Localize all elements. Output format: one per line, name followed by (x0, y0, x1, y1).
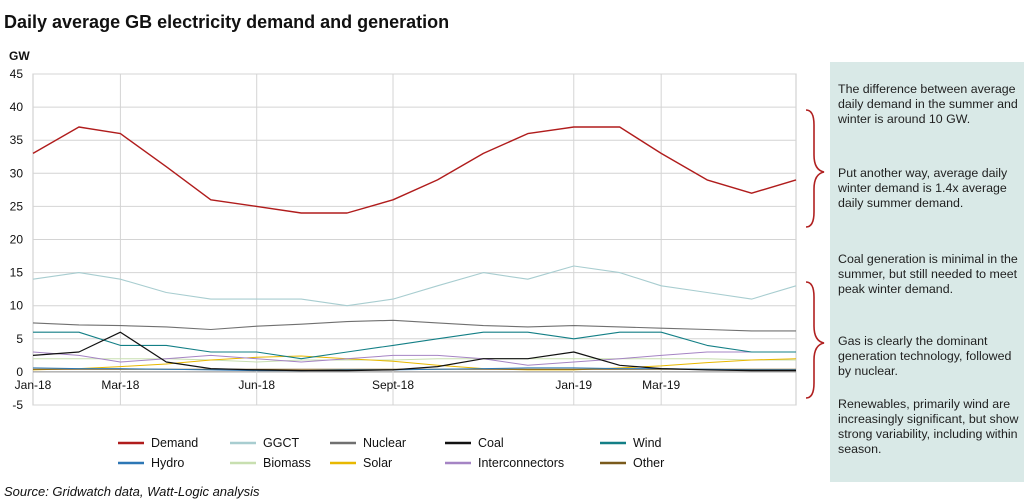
x-tick-label: Jun-18 (238, 378, 275, 392)
annotation-coal: Coal generation is minimal in the summer… (838, 252, 1018, 296)
x-axis-ticks: Jan-18 Mar-18 Jun-18 Sept-18 Jan-19 Mar-19 (15, 378, 681, 392)
series-line-interconnectors (32, 351, 796, 366)
legend-label-interconnectors: Interconnectors (478, 456, 564, 470)
y-tick-label: 40 (10, 100, 24, 114)
series-line-demand (32, 126, 797, 214)
y-axis-label: GW (9, 49, 30, 63)
legend-label-ggct: GGCT (263, 436, 299, 450)
legend-label-solar: Solar (363, 456, 392, 470)
legend-label-nuclear: Nuclear (363, 436, 406, 450)
y-tick-label: 20 (10, 233, 24, 247)
x-tick-label: Mar-19 (642, 378, 680, 392)
y-tick-label: -5 (12, 398, 23, 412)
gridlines (32, 73, 797, 406)
y-tick-label: 25 (10, 199, 24, 213)
series-line-ggct (32, 265, 797, 307)
x-tick-label: Jan-19 (555, 378, 592, 392)
y-tick-label: 15 (10, 266, 24, 280)
annotation-demand-ratio: Put another way, average daily winter de… (838, 166, 1008, 210)
legend-label-demand: Demand (151, 436, 198, 450)
bracket-demand (805, 109, 825, 228)
chart: GW -5 0 5 10 15 20 25 30 35 40 45 Jan-18 Mar-18 Jun-… (9, 49, 797, 470)
bracket-generation (805, 281, 825, 399)
chart-title: Daily average GB electricity demand and … (4, 12, 450, 32)
annotation-renewables: Renewables, primarily wind are increasin… (838, 397, 1019, 456)
annotation-brackets (805, 109, 825, 399)
y-tick-label: 5 (16, 332, 23, 346)
y-tick-label: 45 (10, 67, 24, 81)
series-line-nuclear (32, 319, 796, 332)
annotation-demand-difference: The difference between average daily dem… (838, 82, 1018, 126)
legend-label-hydro: Hydro (151, 456, 184, 470)
y-tick-label: 0 (16, 365, 23, 379)
y-tick-label: 35 (10, 133, 24, 147)
y-axis-ticks: -5 0 5 10 15 20 25 30 35 40 45 (10, 67, 24, 412)
x-tick-label: Mar-18 (101, 378, 139, 392)
annotation-panel: The difference between average daily dem… (830, 62, 1024, 482)
x-tick-label: Jan-18 (15, 378, 52, 392)
legend-label-biomass: Biomass (263, 456, 311, 470)
legend-label-wind: Wind (633, 436, 662, 450)
source-note: Source: Gridwatch data, Watt-Logic analy… (4, 484, 260, 499)
series-line-coal (32, 331, 796, 372)
y-tick-label: 30 (10, 166, 24, 180)
series-line-wind (33, 331, 796, 360)
legend: Demand GGCT Nuclear Coal Wind Hydro Biomass Sol… (118, 436, 664, 470)
annotation-gas: Gas is clearly the dominant generation t… (838, 334, 1012, 378)
y-tick-label: 10 (10, 299, 24, 313)
x-tick-label: Sept-18 (372, 378, 414, 392)
legend-label-other: Other (633, 456, 664, 470)
plot-area (32, 126, 797, 372)
legend-label-coal: Coal (478, 436, 504, 450)
series-line-biomass (33, 358, 796, 363)
series-line-solar (32, 355, 797, 371)
